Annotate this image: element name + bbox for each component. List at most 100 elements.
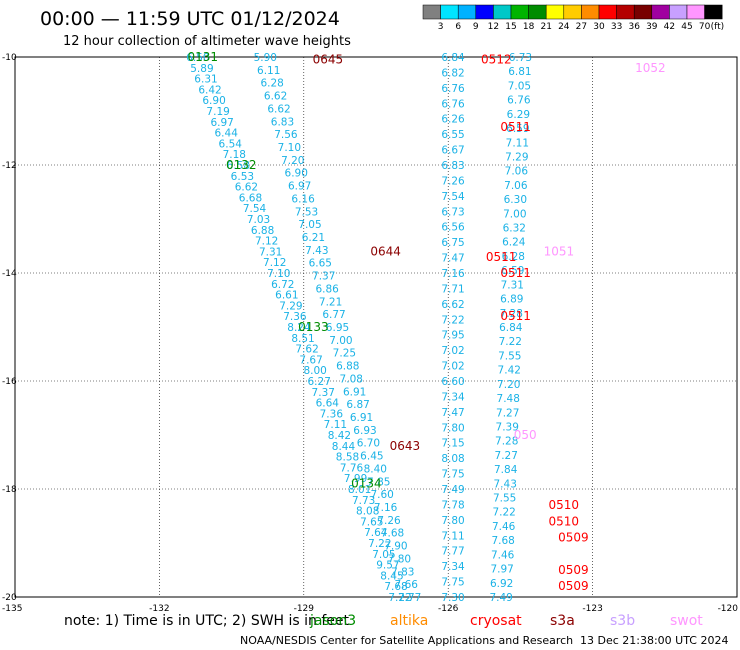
wave-height-value: 7.68 bbox=[384, 581, 407, 593]
wave-height-value: 7.11 bbox=[441, 530, 464, 542]
wave-height-value: 7.27 bbox=[496, 407, 519, 419]
wave-height-value: 7.05 bbox=[372, 549, 395, 561]
wave-height-value: 7.22 bbox=[499, 336, 522, 348]
wave-height-value: 7.34 bbox=[441, 561, 465, 573]
wave-height-value: 7.34 bbox=[441, 391, 465, 403]
wave-height-value: 7.29 bbox=[505, 151, 528, 163]
x-tick-label: -126 bbox=[438, 604, 459, 614]
wave-height-value: 6.83 bbox=[271, 116, 294, 128]
wave-height-value: 7.06 bbox=[504, 180, 528, 192]
wave-height-value: 6.62 bbox=[235, 182, 258, 194]
y-tick-label: -14 bbox=[2, 269, 17, 279]
wave-height-value: 7.80 bbox=[441, 515, 464, 527]
wave-height-value: 7.75 bbox=[441, 577, 464, 589]
wave-height-value: 6.45 bbox=[360, 451, 383, 463]
plot-frame bbox=[14, 56, 738, 598]
scale-swatch bbox=[528, 4, 547, 20]
wave-height-value: 7.90 bbox=[384, 541, 407, 553]
scale-label: 30 bbox=[593, 22, 605, 32]
wave-height-value: 7.49 bbox=[441, 484, 464, 496]
wave-height-value: 7.67 bbox=[299, 354, 322, 366]
wave-height-value: 7.06 bbox=[505, 166, 529, 178]
scale-swatch bbox=[475, 4, 494, 20]
wave-height-value: 7.84 bbox=[494, 464, 518, 476]
scale-swatch bbox=[422, 4, 441, 20]
wave-height-value: 7.47 bbox=[441, 253, 464, 265]
wave-height-value: 7.16 bbox=[374, 502, 398, 514]
wave-height-value: 6.59 bbox=[501, 265, 524, 277]
wave-height-value: 7.00 bbox=[503, 208, 526, 220]
wave-height-value: 7.66 bbox=[395, 579, 419, 591]
footer-note: note: 1) Time is in UTC; 2) SWH is in fe… bbox=[64, 613, 350, 629]
wave-height-value: 7.29 bbox=[279, 300, 302, 312]
satellite-legend-swot: swot bbox=[670, 613, 703, 629]
scale-label: 3 bbox=[438, 22, 444, 32]
wave-height-value: 7.99 bbox=[344, 473, 367, 485]
wave-height-value: 7.22 bbox=[492, 507, 515, 519]
wave-height-value: 7.02 bbox=[441, 361, 464, 373]
scale-label: 24 bbox=[558, 22, 570, 32]
wave-height-value: 7.46 bbox=[492, 521, 516, 533]
wave-height-value: 6.28 bbox=[260, 78, 283, 90]
wave-height-value: 7.02 bbox=[441, 345, 464, 357]
wave-height-value: 8.00 bbox=[303, 365, 326, 377]
wave-height-value: 6.24 bbox=[502, 237, 526, 249]
satellite-legend-s3a: s3a bbox=[550, 613, 575, 629]
wave-height-value: 6.84 bbox=[499, 322, 523, 334]
wave-height-value: 6.30 bbox=[504, 194, 527, 206]
pass-label: 0510 bbox=[548, 514, 579, 528]
satellite-legend-jason3: jason3 bbox=[309, 613, 356, 629]
wave-height-color-scale: 3 6 9 12 15 18 21 24 27 30 33 36 39 42 45 70 (ft) bbox=[422, 4, 725, 32]
wave-height-value: 6.65 bbox=[309, 258, 332, 270]
wave-height-value: 6.90 bbox=[202, 95, 225, 107]
wave-height-value: 7.00 bbox=[329, 335, 352, 347]
wave-height-value: 7.43 bbox=[494, 478, 517, 490]
wave-height-value: 7.08 bbox=[340, 373, 363, 385]
wave-height-value: 7.31 bbox=[259, 246, 282, 258]
x-tick-label: -129 bbox=[294, 604, 315, 614]
wave-height-value: 6.97 bbox=[288, 181, 311, 193]
wave-height-value: 7.21 bbox=[319, 296, 342, 308]
wave-height-value: 6.32 bbox=[503, 223, 526, 235]
x-tick-label: -135 bbox=[2, 604, 22, 614]
wave-height-value: 7.60 bbox=[370, 489, 393, 501]
pass-label: 0643 bbox=[390, 439, 421, 453]
wave-height-value: 6.16 bbox=[291, 193, 315, 205]
wave-height-value: 7.36 bbox=[320, 408, 344, 420]
y-tick-label: -10 bbox=[2, 53, 17, 63]
wave-height-value: 7.25 bbox=[333, 348, 356, 360]
pass-label: 0509 bbox=[558, 579, 589, 593]
wave-height-value: 6.59 bbox=[506, 123, 529, 135]
wave-height-value: 7.47 bbox=[441, 407, 464, 419]
wave-height-value: 6.62 bbox=[267, 103, 290, 115]
wave-height-value: 6.76 bbox=[441, 98, 465, 110]
scale-label: 27 bbox=[576, 22, 587, 32]
wave-height-value: 6.54 bbox=[219, 138, 243, 150]
wave-height-value: 8.08 bbox=[356, 506, 379, 518]
pass-label: 0133 bbox=[298, 320, 329, 334]
pass-label: 0645 bbox=[313, 53, 344, 67]
scale-swatch bbox=[581, 4, 600, 20]
wave-height-value: 6.86 bbox=[315, 283, 339, 295]
scale-label: 9 bbox=[473, 22, 479, 32]
satellite-legend: jason3 altika cryosat s3a s3b swot bbox=[309, 613, 703, 629]
wave-height-value: 6.97 bbox=[210, 117, 233, 129]
scale-label: 18 bbox=[523, 22, 535, 32]
wave-height-value: 7.68 bbox=[491, 535, 514, 547]
scale-swatch bbox=[616, 4, 635, 20]
grid-lines bbox=[15, 57, 737, 597]
wave-height-value: 6.42 bbox=[198, 84, 221, 96]
wave-height-value: 7.80 bbox=[388, 553, 411, 565]
wave-height-values: 6.505.896.316.426.907.196.976.446.547.18… bbox=[186, 52, 532, 604]
scale-swatch bbox=[457, 4, 477, 20]
pass-label: 0132 bbox=[226, 158, 257, 172]
scale-swatch bbox=[633, 4, 653, 20]
y-tick-label: -12 bbox=[2, 161, 17, 171]
scale-swatch bbox=[598, 4, 617, 20]
scale-unit: (ft) bbox=[711, 22, 725, 32]
wave-height-value: 7.49 bbox=[489, 592, 512, 604]
pass-label: 0644 bbox=[370, 244, 401, 258]
wave-height-value: 7.05 bbox=[508, 80, 531, 92]
pass-label: 0510 bbox=[548, 498, 579, 512]
wave-height-value: 8.45 bbox=[380, 570, 403, 582]
